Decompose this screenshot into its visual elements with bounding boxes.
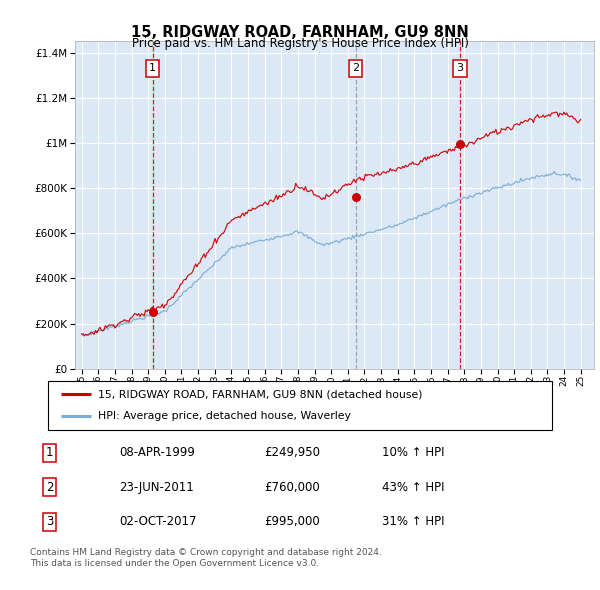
Text: This data is licensed under the Open Government Licence v3.0.: This data is licensed under the Open Gov… [30, 559, 319, 568]
Text: 2: 2 [352, 63, 359, 73]
Text: £760,000: £760,000 [265, 481, 320, 494]
Text: 3: 3 [46, 516, 53, 529]
Text: 02-OCT-2017: 02-OCT-2017 [119, 516, 197, 529]
Text: £249,950: £249,950 [265, 446, 320, 459]
Text: 10% ↑ HPI: 10% ↑ HPI [382, 446, 444, 459]
Text: £995,000: £995,000 [265, 516, 320, 529]
Text: 1: 1 [149, 63, 156, 73]
Text: 1: 1 [46, 446, 53, 459]
Text: 23-JUN-2011: 23-JUN-2011 [119, 481, 194, 494]
Text: 43% ↑ HPI: 43% ↑ HPI [382, 481, 444, 494]
Text: Contains HM Land Registry data © Crown copyright and database right 2024.: Contains HM Land Registry data © Crown c… [30, 548, 382, 556]
Text: 08-APR-1999: 08-APR-1999 [119, 446, 195, 459]
Text: Price paid vs. HM Land Registry's House Price Index (HPI): Price paid vs. HM Land Registry's House … [131, 37, 469, 50]
Text: HPI: Average price, detached house, Waverley: HPI: Average price, detached house, Wave… [98, 411, 351, 421]
Text: 31% ↑ HPI: 31% ↑ HPI [382, 516, 444, 529]
Text: 2: 2 [46, 481, 53, 494]
Text: 15, RIDGWAY ROAD, FARNHAM, GU9 8NN (detached house): 15, RIDGWAY ROAD, FARNHAM, GU9 8NN (deta… [98, 389, 423, 399]
Text: 15, RIDGWAY ROAD, FARNHAM, GU9 8NN: 15, RIDGWAY ROAD, FARNHAM, GU9 8NN [131, 25, 469, 40]
FancyBboxPatch shape [48, 381, 552, 430]
Text: 3: 3 [457, 63, 464, 73]
